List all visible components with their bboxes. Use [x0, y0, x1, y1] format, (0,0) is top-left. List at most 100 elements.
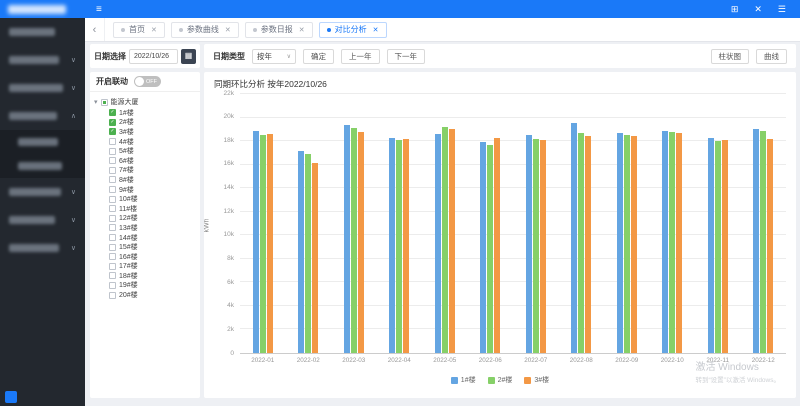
tree-item-checkbox[interactable] — [109, 147, 116, 155]
tree-item[interactable]: 8#楼 — [94, 175, 196, 185]
tree-item[interactable]: 14#楼 — [94, 233, 196, 243]
bar-chart-button[interactable]: 柱状图 — [710, 48, 749, 64]
tree-item[interactable]: 13#楼 — [94, 223, 196, 233]
line-chart-button[interactable]: 曲线 — [756, 48, 787, 64]
y-tick-label: 4k — [227, 302, 234, 310]
tab-close-icon[interactable]: ✕ — [151, 26, 157, 34]
tree-item[interactable]: 20#楼 — [94, 290, 196, 300]
apps-icon[interactable]: ⊞ — [730, 3, 739, 14]
tree-item-checkbox[interactable] — [109, 281, 116, 289]
chart-title: 同期环比分析 按年2022/10/26 — [214, 79, 327, 89]
tabs-list: 首页 ✕ 参数曲线 ✕ 参数日报 ✕ 对比分析 ✕ — [105, 21, 387, 38]
sidebar-item[interactable]: ∨ — [0, 206, 85, 234]
tree-item-checkbox[interactable] — [109, 234, 116, 242]
tab-close-icon[interactable]: ✕ — [298, 26, 305, 34]
tree-item-checkbox[interactable] — [109, 272, 116, 280]
sidebar-subitem[interactable] — [0, 130, 85, 154]
tabs-back-icon[interactable]: ‹ — [85, 18, 105, 41]
tree-item[interactable]: ✓ 3#楼 — [94, 127, 196, 137]
y-axis-ticks: 0 2k 4k 6k 8k 10k 12k 14k 16k 18k 20k 22k — [210, 90, 236, 356]
tab-status-dot — [121, 27, 125, 32]
sidebar-item[interactable] — [0, 18, 85, 46]
sidebar-item[interactable]: ∨ — [0, 234, 85, 262]
tab-close-icon[interactable]: ✕ — [224, 26, 231, 34]
prev-year-button[interactable]: 上一年 — [341, 48, 380, 64]
tree-expand-icon[interactable]: ▾ — [94, 99, 98, 106]
tree-item[interactable]: 10#楼 — [94, 194, 196, 204]
tree-item[interactable]: 9#楼 — [94, 185, 196, 195]
tree-item-checkbox[interactable] — [109, 166, 116, 174]
date-input[interactable]: 2022/10/26 — [129, 48, 178, 64]
tree-item-checkbox[interactable] — [109, 195, 116, 203]
tree-item-checkbox[interactable] — [109, 262, 116, 270]
legend-item[interactable]: 3#楼 — [524, 375, 549, 385]
toggle-state-label: OFF — [146, 78, 157, 85]
tree-item[interactable]: 17#楼 — [94, 262, 196, 272]
bar-segment — [305, 154, 312, 353]
tree-item[interactable]: 4#楼 — [94, 137, 196, 147]
close-icon[interactable]: ✕ — [754, 3, 762, 14]
tree-item[interactable]: ✓ 1#楼 — [94, 108, 196, 118]
tab-status-dot — [178, 27, 183, 32]
bar-group — [604, 94, 650, 353]
tree-item[interactable]: 16#楼 — [94, 252, 196, 262]
date-type-select[interactable]: 按年 ∨ — [252, 48, 296, 64]
tree-item-checkbox[interactable] — [109, 291, 116, 299]
tree-item-checkbox[interactable] — [109, 138, 116, 146]
tree-root-checkbox[interactable] — [100, 98, 108, 106]
tree-item-label: 16#楼 — [119, 253, 138, 261]
tree-item-checkbox[interactable]: ✓ — [109, 118, 116, 126]
tree-item[interactable]: 19#楼 — [94, 281, 196, 291]
menu-icon[interactable]: ☰ — [777, 3, 786, 14]
x-tick-label: 2022-01 — [251, 357, 275, 364]
sidebar-bottom-icon[interactable] — [5, 391, 17, 403]
tree-item[interactable]: 12#楼 — [94, 214, 196, 224]
legend-item[interactable]: 2#楼 — [487, 375, 512, 385]
sidebar-item[interactable]: ∨ — [0, 74, 85, 102]
tab-item[interactable]: 对比分析 ✕ — [318, 21, 387, 38]
tree-item-checkbox[interactable] — [109, 214, 116, 222]
tree-item-checkbox[interactable] — [109, 205, 116, 213]
sidebar-item[interactable]: ∨ — [0, 46, 85, 74]
sidebar-item-redacted-label — [9, 244, 59, 252]
tree-item-checkbox[interactable] — [109, 224, 116, 232]
bar-segment — [252, 130, 259, 353]
legend-item[interactable]: 1#楼 — [450, 375, 476, 385]
bar-segment — [487, 144, 494, 353]
tree-item[interactable]: 11#楼 — [94, 204, 196, 214]
bar-segment — [448, 129, 455, 353]
tree-item[interactable]: 18#楼 — [94, 271, 196, 281]
tree-item-checkbox[interactable] — [109, 253, 116, 261]
bar-segment — [532, 138, 539, 353]
sidebar-item[interactable]: ∨ — [0, 178, 85, 206]
app-logo — [8, 4, 66, 14]
tree-item[interactable]: 7#楼 — [94, 166, 196, 176]
calendar-icon[interactable]: ▦ — [181, 48, 196, 64]
tree-item[interactable]: ✓ 2#楼 — [94, 118, 196, 128]
tab-close-icon[interactable]: ✕ — [372, 26, 379, 34]
tab-label: 参数曲线 — [186, 25, 219, 34]
tree-item-checkbox[interactable]: ✓ — [109, 128, 116, 136]
date-type-label: 日期类型 — [213, 51, 245, 61]
tree-item-checkbox[interactable] — [109, 176, 116, 184]
next-year-button[interactable]: 下一年 — [386, 48, 425, 64]
confirm-button[interactable]: 确定 — [303, 48, 334, 64]
tree-item-label: 19#楼 — [119, 282, 138, 290]
tree-root[interactable]: ▾ 能源大厦 — [94, 96, 196, 108]
linkage-toggle[interactable]: OFF — [134, 76, 161, 87]
date-input-value: 2022/10/26 — [134, 52, 170, 60]
sidebar-collapse-icon[interactable]: ≡ — [96, 3, 102, 15]
tree-item[interactable]: 5#楼 — [94, 146, 196, 156]
tab-item[interactable]: 参数曲线 ✕ — [170, 21, 239, 38]
tree-item-checkbox[interactable] — [109, 157, 116, 165]
sidebar-item[interactable]: ∧ — [0, 102, 85, 130]
tree-item[interactable]: 6#楼 — [94, 156, 196, 166]
sidebar-subitem[interactable] — [0, 154, 85, 178]
tree-item[interactable]: 15#楼 — [94, 242, 196, 252]
tab-item[interactable]: 参数日报 ✕ — [244, 21, 313, 38]
grid-line — [240, 163, 786, 165]
tab-item[interactable]: 首页 ✕ — [113, 21, 165, 38]
tree-item-checkbox[interactable] — [109, 243, 116, 251]
tree-item-checkbox[interactable]: ✓ — [109, 109, 116, 117]
tree-item-checkbox[interactable] — [109, 186, 116, 194]
